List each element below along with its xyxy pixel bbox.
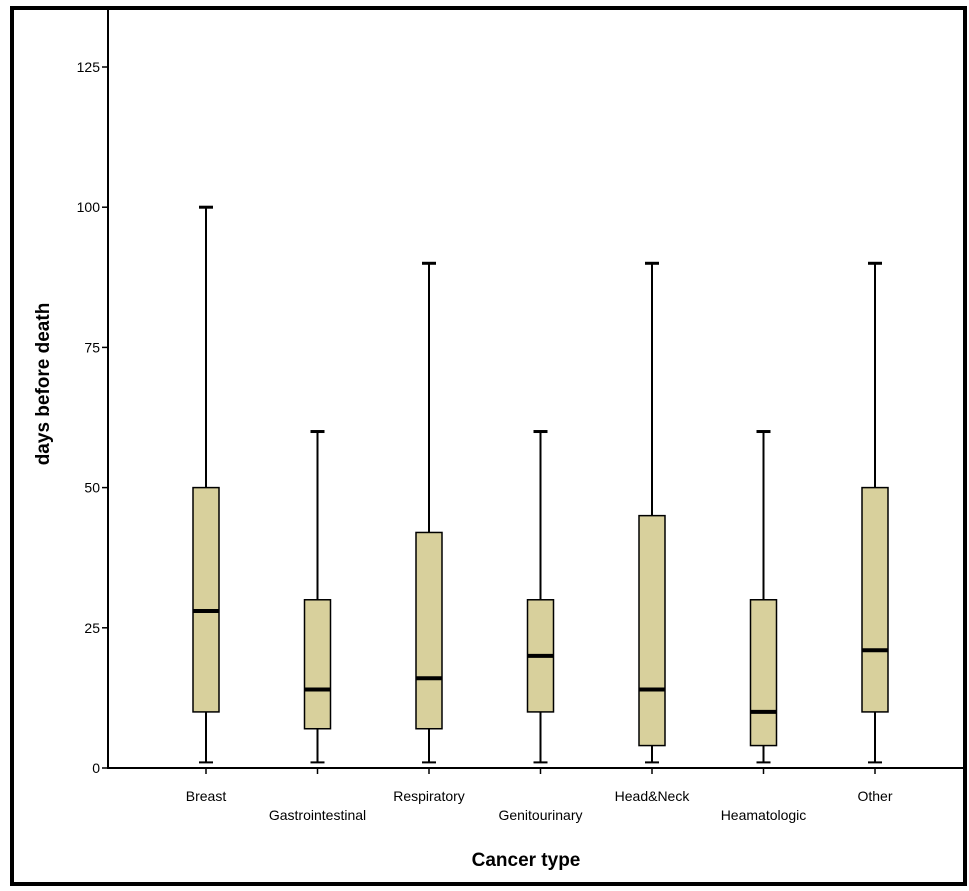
- y-tick-label: 125: [77, 59, 101, 75]
- box-respiratory: [415, 531, 443, 730]
- y-tick-label: 50: [84, 480, 100, 496]
- box-other: [861, 486, 889, 713]
- box-headneck: [638, 514, 666, 747]
- y-axis-title: days before death: [33, 303, 54, 466]
- box-breast: [192, 486, 220, 713]
- y-tick-label: 25: [84, 620, 100, 636]
- x-tick-label: Respiratory: [393, 788, 465, 804]
- x-tick-label: Breast: [186, 788, 227, 804]
- box-heamatologic: [749, 599, 778, 747]
- x-axis-title: Cancer type: [472, 850, 581, 871]
- x-tick-label: Gastrointestinal: [269, 807, 366, 823]
- x-tick-label: Head&Neck: [615, 788, 691, 804]
- plot-area: 0 25 50 75 100 125 Breast Gastrointestinal Respi…: [77, 10, 965, 823]
- x-tick-label: Other: [857, 788, 892, 804]
- chart-border: [10, 6, 967, 886]
- box-gastrointestinal: [303, 599, 332, 730]
- x-tick-label: Heamatologic: [721, 807, 807, 823]
- y-tick-label: 100: [77, 199, 101, 215]
- y-tick-label: 0: [92, 760, 100, 776]
- y-tick-label: 75: [84, 339, 100, 355]
- x-tick-label: Genitourinary: [498, 807, 582, 823]
